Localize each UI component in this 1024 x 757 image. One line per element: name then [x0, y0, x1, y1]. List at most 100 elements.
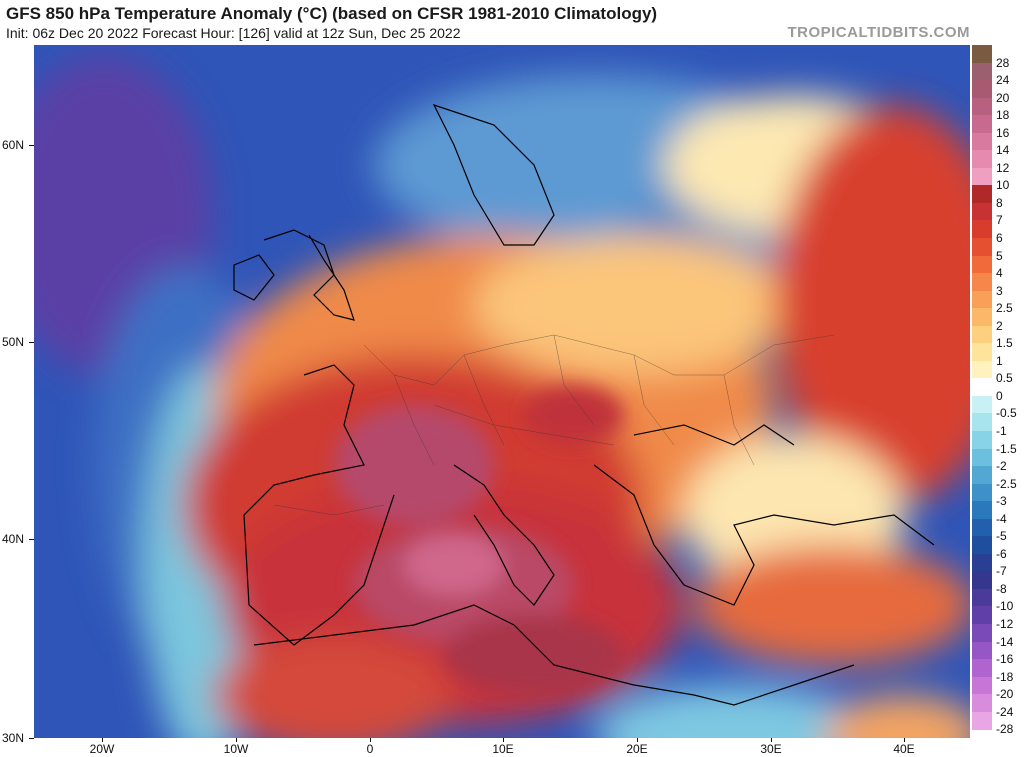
color-legend	[972, 45, 992, 738]
legend-swatch	[972, 255, 992, 274]
legend-label: -10	[996, 599, 1014, 614]
legend-label: 1	[996, 353, 1003, 368]
legend-label: -4	[996, 511, 1007, 526]
chart-title: GFS 850 hPa Temperature Anomaly (°C) (ba…	[6, 4, 658, 23]
ireland-coast	[233, 254, 275, 301]
lat-label-60n: 60N	[2, 138, 25, 152]
legend-label: 4	[996, 266, 1003, 281]
mild-region	[474, 235, 794, 375]
lon-label-20e: 20E	[626, 742, 648, 756]
legend-swatch	[972, 606, 992, 625]
legend-swatch	[972, 80, 992, 99]
legend-label: 2.5	[996, 301, 1013, 316]
legend-label: 14	[996, 143, 1010, 158]
legend-label: -2.5	[996, 476, 1017, 491]
legend-label: -18	[996, 669, 1014, 684]
legend-swatch	[972, 501, 992, 520]
legend-swatch	[972, 571, 992, 590]
legend-swatch	[972, 448, 992, 467]
iberia-france-coast	[243, 364, 395, 646]
lat-label-50n: 50N	[2, 335, 25, 349]
lat-tick	[29, 342, 34, 343]
legend-label: -7	[996, 564, 1007, 579]
legend-swatch	[972, 325, 992, 344]
legend-label: -6	[996, 546, 1007, 561]
legend-label: 7	[996, 213, 1003, 228]
legend-swatch	[972, 466, 992, 485]
lon-label-10e: 10E	[492, 742, 514, 756]
legend-swatch	[972, 308, 992, 327]
legend-swatch	[972, 202, 992, 222]
black-sea-coast	[633, 424, 795, 446]
legend-label: 24	[996, 73, 1010, 88]
legend-label: 8	[996, 195, 1003, 210]
warm-region	[774, 105, 970, 505]
legend-swatch	[972, 343, 992, 362]
lat-label-30n: 30N	[2, 731, 25, 745]
lon-tick	[370, 738, 371, 742]
warm-region	[694, 545, 970, 665]
legend-swatch	[972, 588, 992, 607]
lon-label-0: 0	[366, 742, 374, 756]
legend-label: -0.5	[996, 406, 1017, 421]
extreme-warm-region	[444, 615, 624, 695]
legend-swatch	[972, 536, 992, 555]
legend-swatch	[972, 378, 992, 397]
legend-label: -1	[996, 423, 1007, 438]
lon-tick	[102, 738, 103, 742]
legend-swatch	[972, 273, 992, 292]
lon-label-10w: 10W	[223, 742, 249, 756]
hot-region	[214, 635, 454, 738]
legend-label: 2	[996, 318, 1003, 333]
anomaly-map[interactable]	[34, 45, 970, 738]
legend-label: 6	[996, 230, 1003, 245]
lon-label-20w: 20W	[89, 742, 115, 756]
mild-region	[824, 695, 970, 738]
lon-tick	[503, 738, 504, 742]
lon-tick	[236, 738, 237, 742]
lat-tick	[29, 738, 34, 739]
legend-label: 18	[996, 108, 1010, 123]
legend-label: -28	[996, 722, 1014, 737]
legend-label: 3	[996, 283, 1003, 298]
legend-label: -12	[996, 616, 1014, 631]
legend-label: 1.5	[996, 336, 1013, 351]
legend-label: -20	[996, 687, 1014, 702]
legend-label: -16	[996, 652, 1014, 667]
balkans-turkey-coast	[593, 464, 935, 606]
legend-swatch	[972, 676, 992, 695]
border-line	[393, 334, 755, 466]
legend-swatch	[972, 45, 992, 64]
coastlines	[233, 103, 935, 706]
legend-label: -14	[996, 634, 1014, 649]
border-line	[273, 404, 615, 516]
cool-region	[594, 685, 874, 738]
legend-swatch	[972, 623, 992, 643]
legend-swatch	[972, 132, 992, 151]
lat-tick	[29, 539, 34, 540]
north-africa-coast	[253, 604, 855, 706]
scandinavia-coast	[432, 103, 555, 246]
extreme-warm-region	[334, 405, 494, 525]
legend-swatch	[972, 659, 992, 678]
legend-label: 28	[996, 55, 1010, 70]
map-canvas	[34, 45, 970, 738]
legend-swatch	[972, 413, 992, 432]
lon-tick	[637, 738, 638, 742]
lon-tick	[904, 738, 905, 742]
hot-region	[524, 385, 624, 445]
legend-swatch	[972, 553, 992, 572]
legend-swatch	[972, 185, 992, 204]
italy-coast	[453, 464, 555, 606]
legend-swatch	[972, 290, 992, 309]
legend-swatch	[972, 237, 992, 257]
legend-swatch	[972, 483, 992, 502]
forecast-info: Init: 06z Dec 20 2022 Forecast Hour: [12…	[6, 25, 461, 41]
legend-swatch	[972, 167, 992, 186]
legend-swatch	[972, 220, 992, 239]
legend-swatch	[972, 430, 992, 450]
legend-label: 0.5	[996, 371, 1013, 386]
lon-label-30e: 30E	[760, 742, 782, 756]
legend-swatch	[972, 97, 992, 116]
brand-watermark: TROPICALTIDBITS.COM	[787, 24, 970, 41]
